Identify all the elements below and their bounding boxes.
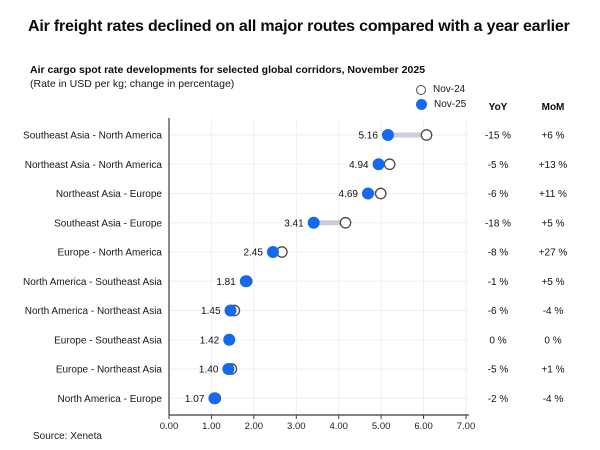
page-title: Air freight rates declined on all major …: [28, 18, 570, 35]
mom-value: +5 %: [541, 218, 564, 229]
route-label: Europe - North America: [58, 248, 163, 259]
nov25-value-label: 3.41: [284, 218, 304, 229]
nov25-dot: [224, 304, 237, 317]
nov25-value-label: 1.45: [201, 306, 221, 317]
mom-value: -4 %: [543, 306, 564, 317]
column-header-mom: MoM: [541, 102, 565, 113]
filled-circle-icon: [416, 99, 427, 110]
route-label: North America - Europe: [58, 394, 163, 405]
nov25-dot: [239, 275, 252, 288]
nov25-value-label: 2.45: [243, 248, 263, 259]
route-label: Europe - Southeast Asia: [54, 335, 162, 346]
nov25-dot: [381, 129, 394, 141]
route-label: Southeast Asia - North America: [23, 131, 162, 142]
x-tick-label: 4.00: [329, 421, 348, 432]
yoy-value: -5 %: [488, 160, 509, 171]
nov25-dot: [208, 392, 221, 405]
nov25-dot: [372, 158, 385, 171]
nov25-value-label: 1.07: [185, 394, 205, 405]
yoy-value: -18 %: [485, 218, 511, 229]
nov24-dot: [339, 216, 352, 229]
chart-subtitle-note: (Rate in USD per kg; change in percentag…: [30, 78, 235, 90]
nov25-dot: [222, 363, 235, 375]
mom-value: +11 %: [539, 189, 567, 200]
nov25-value-label: 1.40: [199, 365, 219, 376]
nov24-dot: [420, 129, 433, 141]
chart-subtitle: Air cargo spot rate developments for sel…: [30, 64, 426, 76]
x-tick-label: 5.00: [372, 421, 391, 432]
legend-label-nov24: Nov-24: [433, 84, 466, 95]
nov24-dot: [383, 158, 396, 171]
route-label: North America - Northeast Asia: [25, 306, 163, 317]
yoy-value: -2 %: [488, 394, 509, 405]
nov25-value-label: 1.81: [216, 277, 236, 288]
x-tick-label: 7.00: [457, 421, 476, 432]
mom-value: 0 %: [544, 335, 561, 346]
mom-value: +6 %: [541, 131, 564, 142]
mom-value: -4 %: [543, 394, 564, 405]
mom-value: +1 %: [541, 365, 564, 376]
yoy-value: -1 %: [488, 277, 509, 288]
x-tick-label: 1.00: [202, 421, 221, 432]
x-tick-label: 0.00: [160, 421, 179, 432]
nov25-dot: [307, 216, 320, 229]
route-label: Europe - Northeast Asia: [56, 365, 163, 376]
legend-item-nov24: Nov-24: [416, 84, 466, 95]
mom-value: +5 %: [541, 277, 564, 288]
column-header-yoy: YoY: [488, 102, 508, 113]
nov25-value-label: 4.94: [349, 160, 369, 171]
x-tick-label: 3.00: [287, 421, 306, 432]
yoy-value: 0 %: [489, 335, 506, 346]
route-label: Northeast Asia - North America: [25, 160, 163, 171]
nov25-value-label: 4.69: [339, 189, 359, 200]
yoy-value: -8 %: [488, 248, 509, 259]
yoy-value: -5 %: [488, 365, 509, 376]
mom-value: +13 %: [539, 160, 568, 171]
nov24-dot: [374, 187, 387, 200]
source-note: Source: Xeneta: [33, 431, 102, 442]
route-label: Southeast Asia - Europe: [54, 218, 162, 229]
yoy-value: -6 %: [488, 306, 509, 317]
nov25-dot: [266, 246, 279, 258]
nov25-dot: [361, 187, 374, 200]
route-label: Northeast Asia - Europe: [56, 189, 163, 200]
x-tick-label: 2.00: [245, 421, 264, 432]
chart-legend: Nov-24 Nov-25: [416, 84, 466, 110]
nov25-value-label: 1.42: [200, 335, 220, 346]
route-label: North America - Southeast Asia: [23, 277, 162, 288]
legend-item-nov25: Nov-25: [416, 99, 466, 110]
open-circle-icon: [416, 84, 426, 95]
mom-value: +27 %: [539, 248, 568, 259]
yoy-value: -15 %: [485, 131, 511, 142]
legend-label-nov25: Nov-25: [434, 99, 467, 110]
yoy-value: -6 %: [488, 189, 509, 200]
x-tick-label: 6.00: [414, 421, 433, 432]
nov25-value-label: 5.16: [358, 131, 378, 142]
nov25-dot: [223, 333, 236, 346]
